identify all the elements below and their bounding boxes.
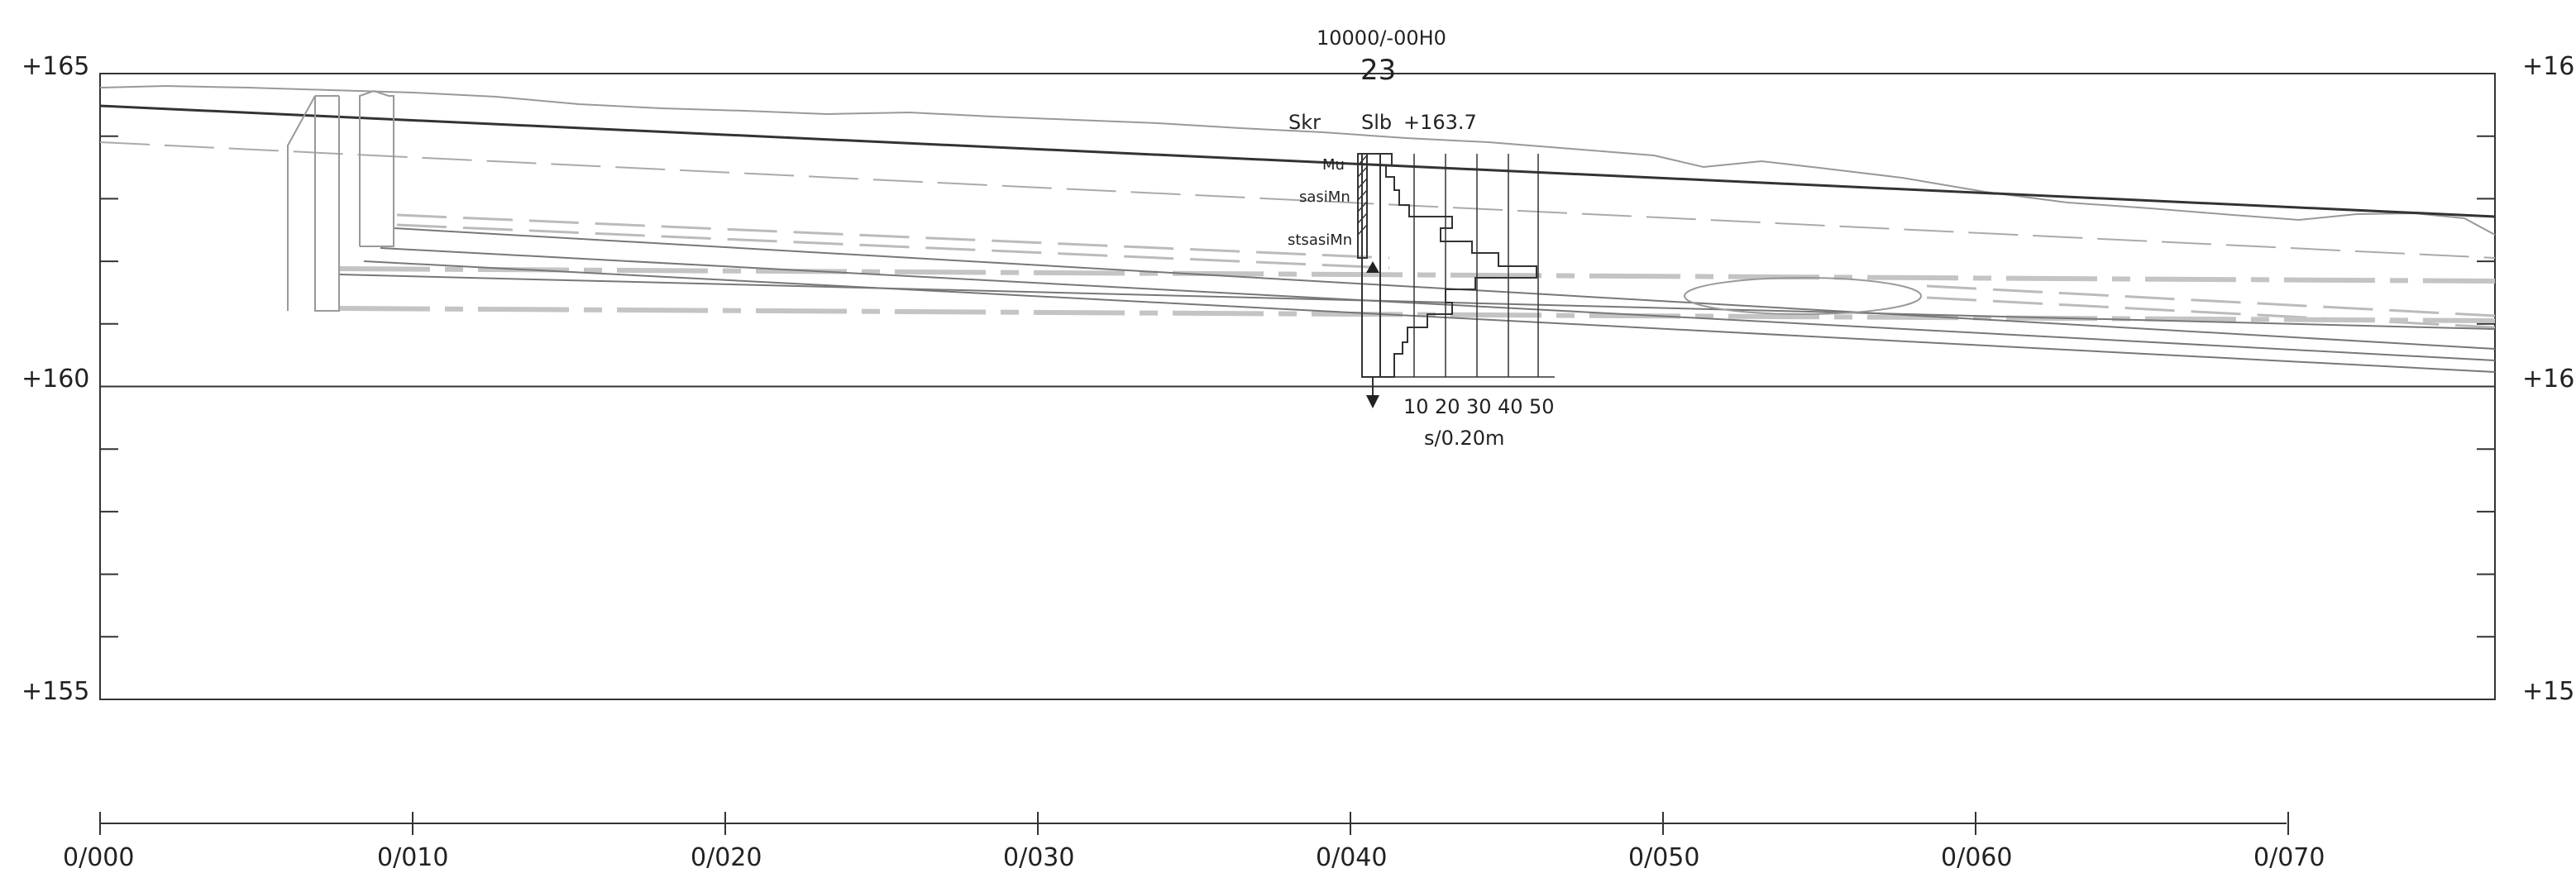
sounding-tick-40: 40 [1498, 395, 1523, 418]
sounding-tick-30: 30 [1466, 395, 1492, 418]
station-label-0060: 0/060 [1941, 843, 2012, 872]
soil-layer-lines [338, 227, 2496, 373]
sounding-tick-50: 50 [1529, 395, 1555, 418]
manhole-structures [287, 89, 394, 312]
soil-layer-label-sasimn: sasiMn [1299, 188, 1350, 206]
elevation-labels-left: +165 +160 +155 [22, 52, 89, 706]
station-label-0050: 0/050 [1628, 843, 1699, 872]
station-label-0020: 0/020 [691, 843, 762, 872]
groundwater-marker-icon [1366, 261, 1379, 273]
elev-label-165-left: +165 [22, 52, 89, 81]
station-ticks [99, 812, 2289, 835]
borehole-top-elevation: +163.7 [1403, 111, 1477, 134]
dashed-reference-line [99, 141, 2496, 259]
sounding-resistance-graph [1380, 153, 1537, 378]
sounding-scale-labels: 10 20 30 40 50 [1403, 395, 1555, 418]
ground-surface-line [99, 84, 2496, 236]
sounding-tick-20: 20 [1435, 395, 1460, 418]
soil-layer-label-stsasimn: stsasiMn [1288, 231, 1352, 249]
sounding-column [1361, 153, 1381, 378]
elev-label-155-left: +155 [22, 677, 89, 706]
elevation-labels-right: +165 +160 +155 [2522, 52, 2576, 706]
borehole-id-code: 10000/-00H0 [1317, 26, 1446, 50]
borehole-method-left: Skr [1288, 111, 1321, 134]
station-label-0040: 0/040 [1316, 843, 1387, 872]
sounding-scale-lines [1380, 154, 1555, 378]
borehole-method-right: Slb [1361, 111, 1392, 134]
borehole-number: 23 [1360, 54, 1396, 87]
elev-label-155-right: +155 [2522, 677, 2576, 706]
station-labels: 0/000 0/010 0/020 0/030 0/040 0/050 0/06… [63, 843, 2325, 872]
sounding-unit-label: s/0.20m [1424, 427, 1504, 450]
sounding-tick-10: 10 [1403, 395, 1429, 418]
borehole-stop-arrow-icon [1366, 395, 1379, 408]
soil-layer-label-mu: Mu [1322, 156, 1345, 174]
elev-label-160-right: +160 [2522, 365, 2576, 394]
elevation-ticks [100, 73, 2495, 700]
station-label-0070: 0/070 [2253, 843, 2325, 872]
design-line [99, 104, 2496, 218]
station-label-0030: 0/030 [1003, 843, 1074, 872]
elev-label-160-left: +160 [22, 365, 89, 394]
dash-dot-bands [338, 266, 2496, 323]
station-label-0000: 0/000 [63, 843, 134, 872]
elev-label-165-right: +165 [2522, 52, 2576, 81]
soil-lens [1684, 277, 1922, 315]
station-label-0010: 0/010 [377, 843, 448, 872]
borehole-23: 10000/-00H0 23 Skr Slb +163.7 Mu sasiMn … [1288, 26, 1555, 450]
